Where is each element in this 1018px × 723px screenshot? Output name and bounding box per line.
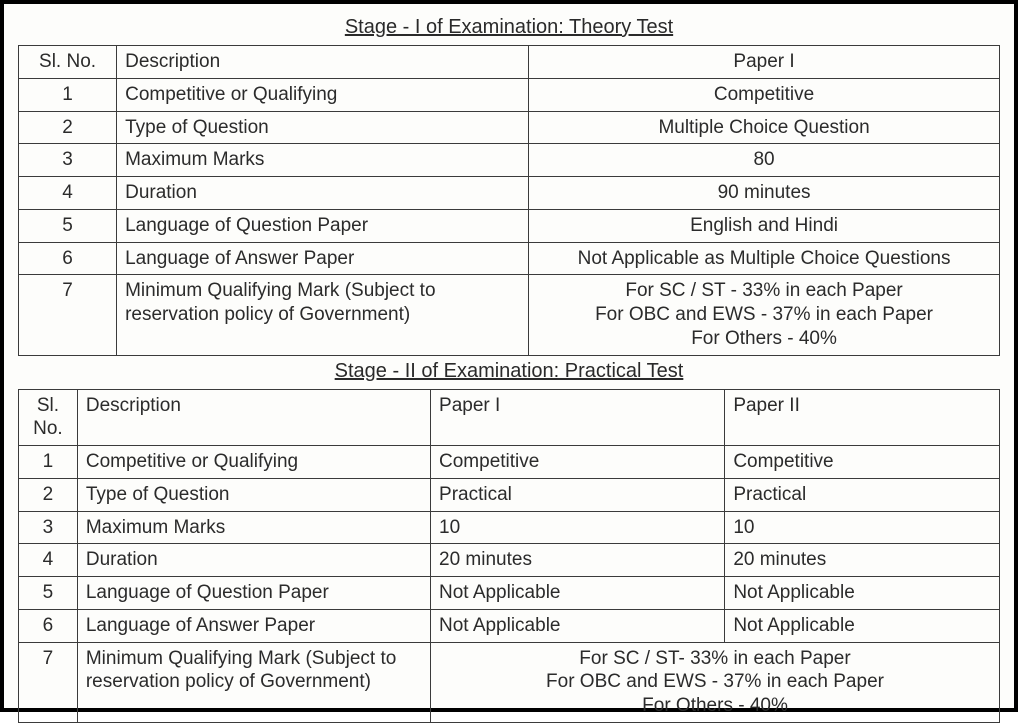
stage2-table: Sl. No. Description Paper I Paper II 1Co… (18, 389, 1000, 723)
cell-paper1: English and Hindi (529, 209, 1000, 242)
table-header-row: Sl. No. Description Paper I Paper II (19, 389, 1000, 446)
cell-sl: 4 (19, 177, 117, 210)
cell-paper1: Competitive (529, 78, 1000, 111)
cell-paper2: Not Applicable (725, 609, 1000, 642)
stage1-header-sl: Sl. No. (19, 46, 117, 79)
table-row: 4Duration20 minutes20 minutes (19, 544, 1000, 577)
stage1-body: 1Competitive or QualifyingCompetitive2Ty… (19, 78, 1000, 355)
cell-paper1: Not Applicable (431, 609, 725, 642)
cell-description: Competitive or Qualifying (117, 78, 529, 111)
cell-paper1: For SC / ST - 33% in each Paper For OBC … (529, 275, 1000, 355)
cell-sl: 7 (19, 275, 117, 355)
cell-description: Minimum Qualifying Mark (Subject to rese… (77, 642, 430, 722)
table-row: 6Language of Answer PaperNot Applicable … (19, 242, 1000, 275)
table-row: 3Maximum Marks80 (19, 144, 1000, 177)
cell-sl: 5 (19, 209, 117, 242)
cell-sl: 5 (19, 577, 78, 610)
table-row: 2Type of QuestionPracticalPractical (19, 478, 1000, 511)
stage1-header-desc: Description (117, 46, 529, 79)
cell-sl: 6 (19, 242, 117, 275)
cell-paper1: 10 (431, 511, 725, 544)
cell-description: Type of Question (77, 478, 430, 511)
cell-sl: 6 (19, 609, 78, 642)
cell-paper1: Competitive (431, 446, 725, 479)
table-row: 4Duration90 minutes (19, 177, 1000, 210)
cell-paper1: 80 (529, 144, 1000, 177)
cell-description: Maximum Marks (77, 511, 430, 544)
cell-sl: 4 (19, 544, 78, 577)
cell-paper1: Multiple Choice Question (529, 111, 1000, 144)
cell-description: Type of Question (117, 111, 529, 144)
cell-description: Competitive or Qualifying (77, 446, 430, 479)
cell-paper1: 20 minutes (431, 544, 725, 577)
cell-merged-qualifying: For SC / ST- 33% in each Paper For OBC a… (431, 642, 1000, 722)
table-row: 5Language of Question PaperNot Applicabl… (19, 577, 1000, 610)
table-row: 1Competitive or QualifyingCompetitive (19, 78, 1000, 111)
table-header-row: Sl. No. Description Paper I (19, 46, 1000, 79)
cell-sl: 3 (19, 144, 117, 177)
page-frame: Stage - I of Examination: Theory Test Sl… (0, 0, 1018, 712)
table-row: 1Competitive or QualifyingCompetitiveCom… (19, 446, 1000, 479)
cell-paper2: Not Applicable (725, 577, 1000, 610)
stage2-header-p2: Paper II (725, 389, 1000, 446)
cell-description: Duration (77, 544, 430, 577)
cell-description: Language of Answer Paper (117, 242, 529, 275)
table-row: 2Type of QuestionMultiple Choice Questio… (19, 111, 1000, 144)
cell-sl: 1 (19, 446, 78, 479)
cell-sl: 1 (19, 78, 117, 111)
cell-paper2: Practical (725, 478, 1000, 511)
cell-paper1: Not Applicable as Multiple Choice Questi… (529, 242, 1000, 275)
cell-description: Language of Question Paper (77, 577, 430, 610)
cell-sl: 2 (19, 111, 117, 144)
table-row: 7Minimum Qualifying Mark (Subject to res… (19, 275, 1000, 355)
stage1-header-p1: Paper I (529, 46, 1000, 79)
cell-paper2: Competitive (725, 446, 1000, 479)
cell-description: Language of Answer Paper (77, 609, 430, 642)
stage1-table: Sl. No. Description Paper I 1Competitive… (18, 45, 1000, 356)
cell-paper1: Not Applicable (431, 577, 725, 610)
cell-paper1: Practical (431, 478, 725, 511)
stage2-header-sl: Sl. No. (19, 389, 78, 446)
table-row: 7Minimum Qualifying Mark (Subject to res… (19, 642, 1000, 722)
cell-description: Duration (117, 177, 529, 210)
stage2-header-desc: Description (77, 389, 430, 446)
table-row: 3Maximum Marks1010 (19, 511, 1000, 544)
stage2-header-p1: Paper I (431, 389, 725, 446)
stage1-title: Stage - I of Examination: Theory Test (18, 16, 1000, 39)
cell-description: Minimum Qualifying Mark (Subject to rese… (117, 275, 529, 355)
table-row: 5Language of Question PaperEnglish and H… (19, 209, 1000, 242)
cell-description: Maximum Marks (117, 144, 529, 177)
cell-paper2: 20 minutes (725, 544, 1000, 577)
cell-sl: 2 (19, 478, 78, 511)
cell-description: Language of Question Paper (117, 209, 529, 242)
cell-sl: 3 (19, 511, 78, 544)
stage2-title: Stage - II of Examination: Practical Tes… (18, 360, 1000, 383)
cell-paper1: 90 minutes (529, 177, 1000, 210)
stage2-body: 1Competitive or QualifyingCompetitiveCom… (19, 446, 1000, 723)
cell-sl: 7 (19, 642, 78, 722)
table-row: 6Language of Answer PaperNot ApplicableN… (19, 609, 1000, 642)
cell-paper2: 10 (725, 511, 1000, 544)
